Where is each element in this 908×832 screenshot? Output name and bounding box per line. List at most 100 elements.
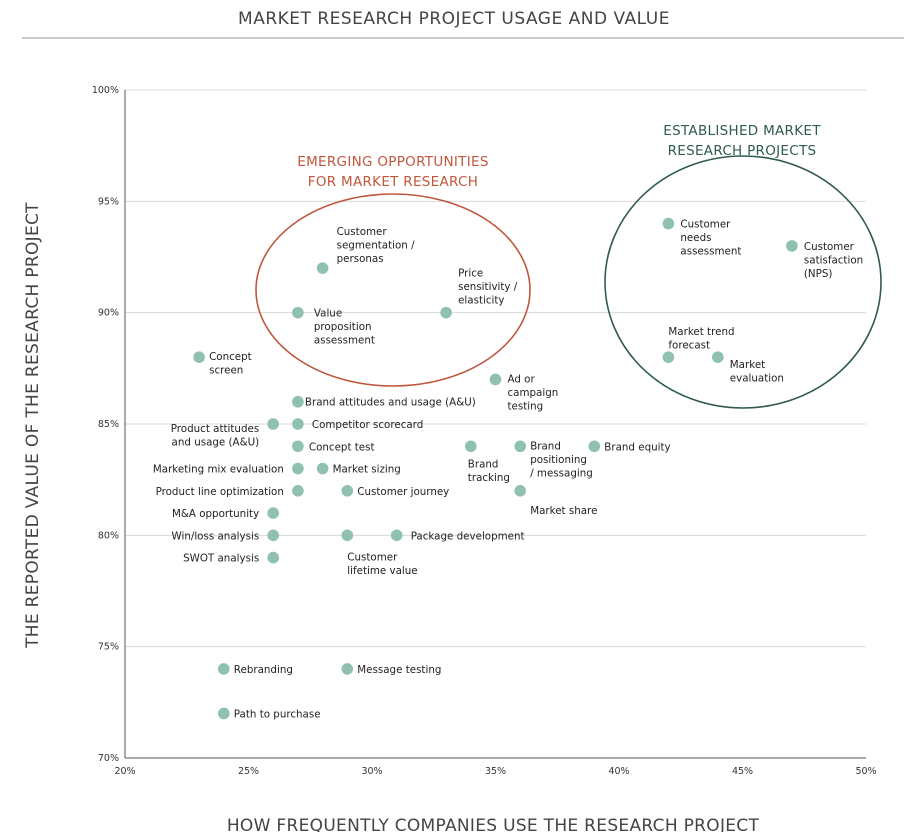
data-point: Market share [514, 485, 597, 517]
data-point: M&A opportunity [172, 507, 280, 520]
data-point: SWOT analysis [183, 551, 280, 565]
point-label: Customer needs assessment [680, 219, 741, 258]
point-marker [341, 663, 354, 675]
data-point: Customer journey [341, 485, 449, 498]
point-label: Ad or campaign testing [508, 373, 559, 412]
point-label: Competitor scorecard [312, 419, 423, 431]
axis-layer: 70% 75% 80% 85% 90% 95% 100% 20% 25% 30% 35% 40% 45%… [92, 85, 877, 777]
point-label: Brand positioning / messaging [530, 440, 593, 479]
point-marker [786, 240, 798, 252]
point-label-line: Brand [468, 458, 499, 470]
y-tick-label: 75% [98, 642, 119, 653]
point-marker [390, 529, 403, 542]
data-point: Customer segmentation / personas [316, 226, 415, 274]
data-point: Price sensitivity / elasticity [440, 268, 518, 319]
point-label-line: Customer [347, 551, 398, 563]
point-marker [712, 351, 724, 364]
point-label: Brand tracking [468, 458, 510, 484]
data-point: Customer lifetime value [341, 529, 418, 577]
point-label-line: SWOT analysis [183, 553, 259, 565]
point-marker [267, 507, 280, 519]
x-tick-label: 35% [485, 766, 506, 777]
data-point: Product line optimization [156, 485, 304, 498]
point-label-line: Rebranding [234, 664, 293, 676]
point-marker [341, 485, 354, 497]
point-label-line: Customer journey [357, 486, 449, 498]
x-tick-label: 25% [238, 766, 259, 777]
point-label: Concept screen [209, 351, 252, 377]
point-label-line: elasticity [458, 295, 504, 307]
point-layer: Customer segmentation / personas Value propo… [153, 217, 863, 720]
point-label: Market share [530, 505, 597, 517]
y-tick-label: 100% [92, 85, 119, 96]
y-tick-label: 85% [98, 419, 119, 430]
x-tick-label: 30% [361, 766, 382, 777]
point-label-line: tracking [468, 472, 510, 484]
point-label: M&A opportunity [172, 508, 259, 520]
point-marker [440, 306, 452, 319]
point-label: Path to purchase [234, 708, 321, 720]
point-label-line: Ad or [508, 373, 536, 385]
point-label-line: Competitor scorecard [312, 419, 423, 431]
point-label-line: campaign [508, 387, 559, 399]
point-label: Customer segmentation / personas [337, 226, 415, 265]
point-label-line: Market [730, 359, 765, 371]
point-label: SWOT analysis [183, 553, 259, 565]
y-tick-label: 70% [98, 753, 119, 764]
point-label-line: / messaging [530, 467, 593, 479]
point-label: Message testing [357, 664, 441, 676]
point-label: Market trend forecast [668, 326, 734, 352]
point-label-line: Product line optimization [156, 486, 284, 498]
data-point: Brand equity [588, 440, 671, 453]
data-point: Package development [390, 529, 525, 542]
point-label: Product attitudes and usage (A&U) [171, 423, 259, 449]
point-marker [316, 462, 329, 475]
point-marker [267, 418, 280, 430]
grid-layer [125, 89, 866, 648]
emerging-opportunities-label: EMERGING OPPORTUNITIES [297, 154, 488, 170]
y-tick-label: 90% [98, 308, 119, 319]
data-point: Brand positioning / messaging [514, 440, 593, 479]
data-point: Marketing mix evaluation [153, 462, 304, 476]
point-marker [193, 351, 205, 364]
point-label-line: Brand equity [604, 441, 670, 453]
point-label-line: assessment [680, 246, 741, 258]
x-tick-label: 20% [114, 766, 135, 777]
point-label: Customer lifetime value [347, 551, 417, 577]
point-label: Customer journey [357, 486, 449, 498]
group-layer: EMERGING OPPORTUNITIES FOR MARKET RESEARC… [255, 123, 882, 409]
point-label-line: Brand [530, 440, 561, 452]
point-label: Concept test [309, 441, 375, 453]
point-label-line: needs [680, 232, 711, 244]
point-marker [292, 462, 304, 475]
point-marker [514, 485, 526, 497]
y-tick-label: 80% [98, 530, 119, 541]
point-label-line: assessment [314, 335, 375, 347]
point-marker [292, 306, 304, 319]
data-point: Path to purchase [218, 707, 321, 720]
point-label: Brand attitudes and usage (A&U) [305, 397, 476, 409]
established-projects-label: ESTABLISHED MARKET [663, 123, 821, 139]
point-label-line: Market share [530, 505, 597, 517]
data-point: Brand tracking [465, 440, 510, 484]
point-label-line: forecast [668, 340, 710, 352]
data-point: Win/loss analysis [172, 529, 280, 542]
point-marker [662, 217, 675, 230]
point-label: Price sensitivity / elasticity [458, 268, 518, 307]
point-label-line: and usage (A&U) [172, 437, 260, 449]
x-tick-label: 45% [732, 766, 753, 777]
point-label-line: segmentation / [337, 240, 415, 252]
point-label-line: Customer [337, 226, 388, 238]
x-tick-label: 40% [608, 766, 629, 777]
point-label-line: positioning [530, 454, 587, 466]
point-label-line: screen [209, 365, 243, 377]
point-label-line: (NPS) [804, 268, 832, 280]
point-marker [218, 663, 230, 675]
point-label: Marketing mix evaluation [153, 464, 284, 476]
point-label-line: Customer [680, 219, 731, 231]
data-point: Customer satisfaction (NPS) [786, 240, 863, 280]
point-marker [292, 395, 304, 408]
data-point: Market evaluation [712, 351, 784, 385]
point-label-line: evaluation [730, 373, 784, 385]
